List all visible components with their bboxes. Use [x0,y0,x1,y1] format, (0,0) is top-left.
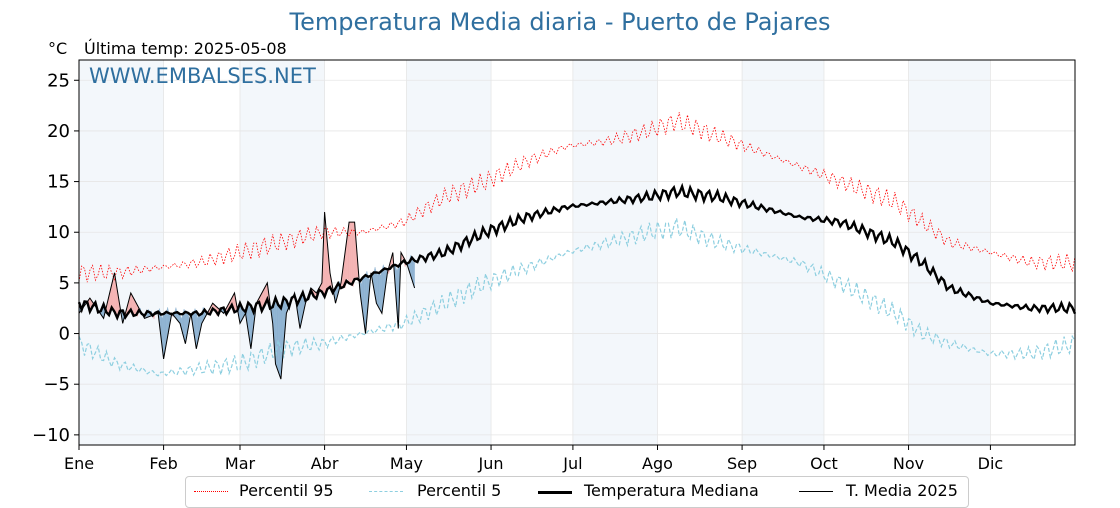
y-tick-label: −5 [43,374,70,395]
x-tick-label: Sep [727,454,757,473]
y-tick-label: 5 [59,273,70,294]
x-tick-label: Ago [642,454,673,473]
fill-below-median [377,272,380,309]
x-tick-label: Oct [810,454,838,473]
plot-frame [78,59,1076,446]
x-tick-label: Mar [225,454,256,473]
series-percentil-5 [78,218,1076,377]
legend: Percentil 95 Percentil 5 Temperatura Med… [185,476,969,508]
month-band [742,60,824,445]
x-tick-label: May [390,454,423,473]
legend-label-median: Temperatura Mediana [584,481,759,500]
month-band [406,60,492,445]
y-tick-label: 10 [47,222,70,243]
fill-above-median [351,221,354,288]
month-band [572,60,658,445]
x-tick-label: Feb [149,454,177,473]
x-tick-label: Nov [893,454,924,473]
legend-label-current: T. Media 2025 [846,481,958,500]
last-temperature-date: Última temp: 2025-05-08 [84,39,287,58]
series-percentil-95 [78,112,1076,283]
fill-below-median [279,304,282,380]
month-band [239,60,325,445]
legend-swatch-current [799,491,833,492]
month-band [79,60,164,445]
fill-below-median [276,302,279,372]
fill-below-median [376,271,378,306]
watermark: WWW.EMBALSES.NET [89,64,316,88]
series-t-media-2025 [78,211,416,380]
y-tick-label: 15 [47,172,70,193]
y-axis-unit: °C [48,39,68,58]
y-tick-label: 0 [59,324,70,345]
fill-above-median [348,221,351,284]
fill-above-median [353,221,355,287]
legend-swatch-p95 [194,491,228,492]
x-tick-label: Jul [562,454,582,473]
x-tick-label: Abr [311,454,339,473]
fill-below-median [278,304,280,376]
legend-label-p95: Percentil 95 [239,481,334,500]
chart-title: Temperatura Media diaria - Puerto de Paj… [289,8,831,36]
fill-above-median [350,221,353,286]
legend-label-p5: Percentil 5 [417,481,502,500]
x-tick-label: Ene [64,454,94,473]
x-tick-label: Dic [978,454,1004,473]
y-tick-label: 20 [47,121,70,142]
y-tick-label: 25 [47,70,70,91]
legend-swatch-median [538,491,572,494]
series-temperatura-mediana [77,182,1077,322]
fill-below-median [275,297,277,368]
x-tick-label: Jun [478,454,504,473]
legend-swatch-p5 [369,491,403,492]
month-band [908,60,991,445]
fill-below-median [379,272,381,311]
y-tick-label: −10 [32,425,70,446]
fill-below-median [380,270,383,314]
